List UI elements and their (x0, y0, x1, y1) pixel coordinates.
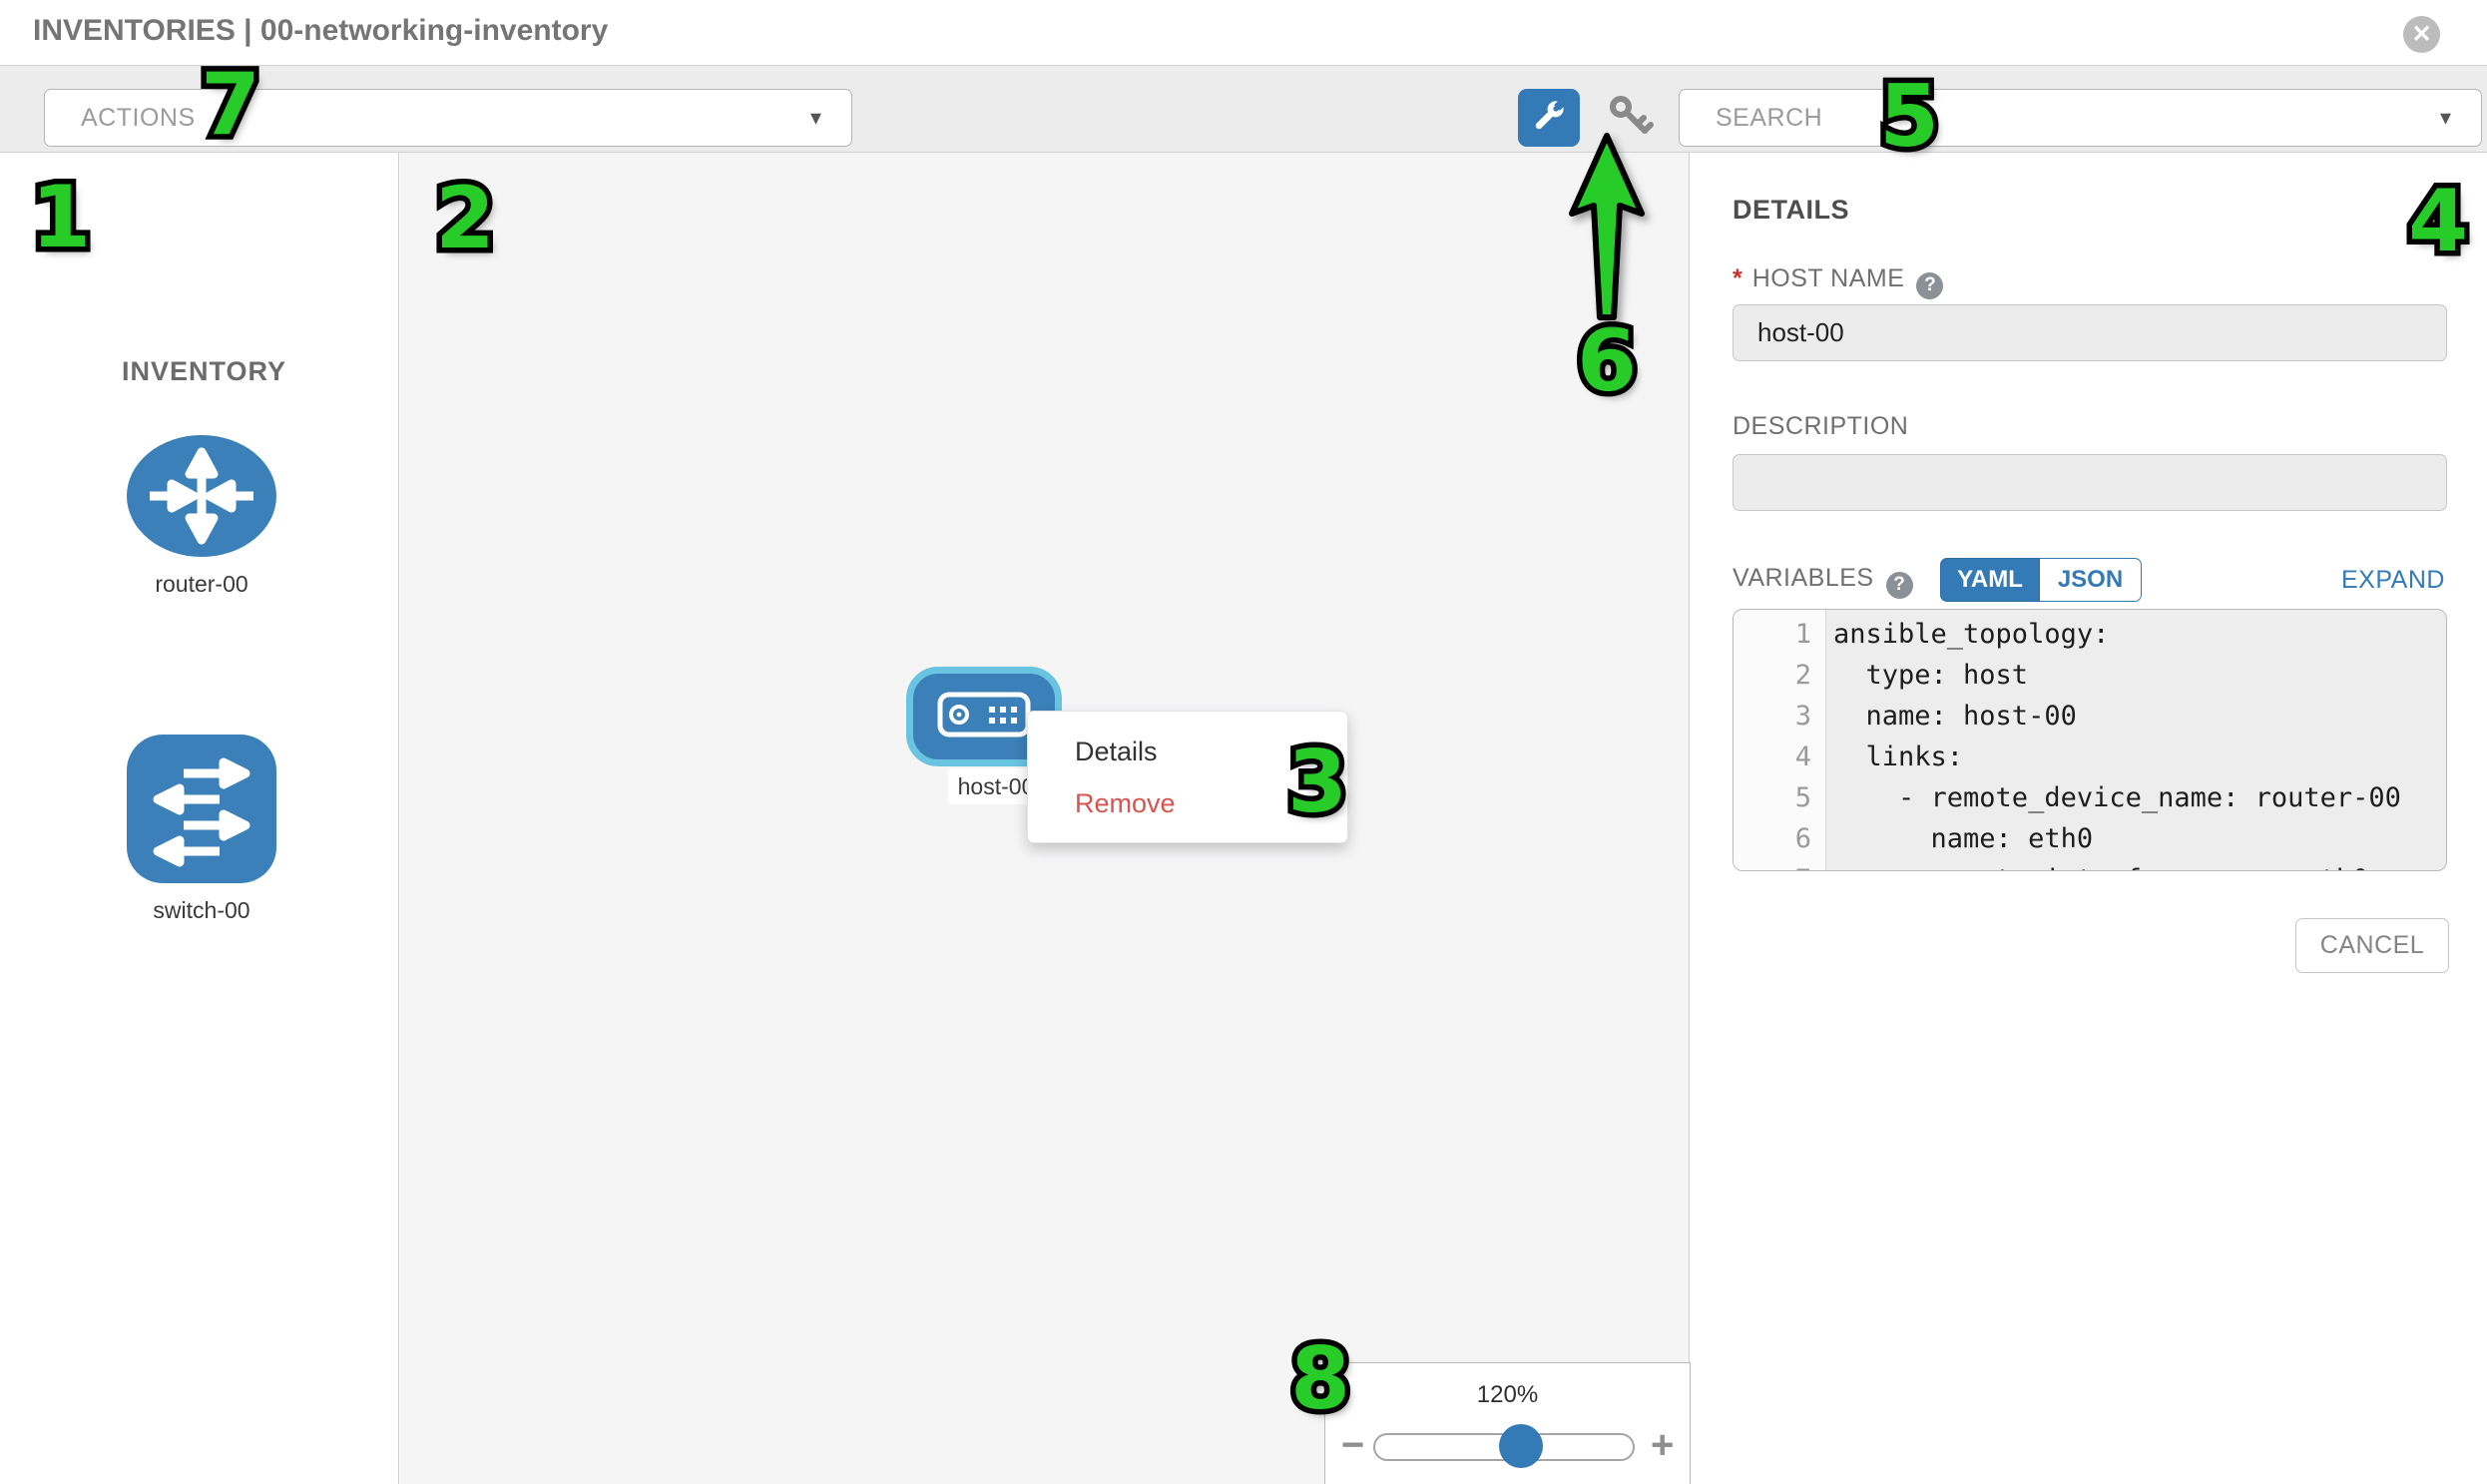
help-icon[interactable]: ? (1885, 571, 1913, 599)
code-line: 4 links: (1794, 742, 1964, 772)
palette-item-label: switch-00 (153, 897, 250, 923)
key-icon (1605, 92, 1655, 147)
key-button[interactable] (1603, 92, 1657, 146)
menu-item-details[interactable]: Details (1075, 736, 1158, 766)
tab-yaml[interactable]: YAML (1940, 558, 2040, 602)
tab-json[interactable]: JSON (2040, 558, 2142, 602)
variables-format-toggle: YAML JSON (1940, 558, 2142, 602)
inventory-sidebar: INVENTORY router-00 (0, 153, 399, 1484)
palette-item-router[interactable]: router-00 (102, 434, 301, 598)
code-line: 1 ansible_topology: (1794, 619, 2110, 650)
code-line: 2 type: host (1794, 660, 2029, 691)
actions-dropdown-label: ACTIONS (81, 103, 196, 132)
variables-field-label: VARIABLES? (1733, 564, 1913, 599)
sidebar-title: INVENTORY (122, 356, 287, 386)
host-name-field-label: * HOST NAME? (1733, 264, 1944, 299)
annotation-arrow-up (1542, 130, 1672, 334)
editor-gutter (1734, 610, 1826, 870)
zoom-control-panel: 120% − + (1324, 1362, 1691, 1484)
required-asterisk: * (1733, 264, 1742, 292)
wrench-icon (1529, 96, 1569, 141)
editor-lines: 1 ansible_topology: 2 type: host 3 name:… (1734, 614, 2446, 870)
zoom-out-icon[interactable]: − (1341, 1423, 1365, 1467)
chevron-down-icon: ▾ (2439, 105, 2451, 130)
help-icon[interactable]: ? (1916, 271, 1944, 299)
tools-button[interactable] (1518, 89, 1580, 147)
code-line: 5 - remote_device_name: router-00 (1794, 782, 2401, 813)
search-dropdown[interactable]: SEARCH ▾ (1679, 89, 2482, 147)
menu-item-remove[interactable]: Remove (1075, 787, 1176, 818)
host-name-input[interactable] (1733, 304, 2447, 361)
annotation-number-7: 7 (196, 50, 266, 161)
annotation-number-4: 4 (2403, 167, 2474, 277)
annotation-number-5: 5 (1874, 62, 1945, 173)
annotation-number-1: 1 (26, 163, 97, 273)
details-panel: DETAILS *HOST NAME? DESCRIPTION VARIABLE… (1691, 153, 2487, 1484)
details-title: DETAILS (1733, 195, 1849, 225)
annotation-number-6: 6 (1572, 306, 1643, 417)
palette-item-label: router-00 (155, 571, 249, 597)
code-line: 3 name: host-00 (1794, 701, 2077, 732)
search-dropdown-label: SEARCH (1716, 103, 1823, 132)
annotation-number-2: 2 (430, 164, 501, 274)
switch-icon (126, 735, 277, 888)
annotation-number-8: 8 (1285, 1324, 1356, 1435)
host-icon (937, 692, 1031, 742)
page-title: INVENTORIES | 00-networking-inventory (33, 14, 609, 47)
zoom-slider-handle[interactable] (1499, 1424, 1543, 1468)
cancel-button[interactable]: CANCEL (2295, 918, 2449, 973)
zoom-in-icon[interactable]: + (1651, 1423, 1675, 1467)
router-icon (126, 435, 277, 562)
actions-dropdown[interactable]: ACTIONS ▾ (44, 89, 852, 147)
annotation-number-3: 3 (1282, 728, 1353, 838)
header-bar: INVENTORIES | 00-networking-inventory ✕ (0, 0, 2487, 64)
node-context-menu: Details Remove (1027, 711, 1348, 843)
expand-link[interactable]: EXPAND (2341, 566, 2445, 594)
close-icon[interactable]: ✕ (2403, 16, 2440, 53)
variables-code-editor[interactable]: 1 ansible_topology: 2 type: host 3 name:… (1733, 609, 2447, 871)
palette-item-switch[interactable]: switch-00 (102, 734, 301, 924)
chevron-down-icon: ▾ (809, 105, 821, 130)
description-input[interactable] (1733, 454, 2447, 511)
code-line: 7 remote_interface_name: eth0 (1734, 859, 2446, 870)
zoom-level-value: 120% (1476, 1381, 1539, 1408)
description-field-label: DESCRIPTION (1733, 412, 1909, 440)
code-line: 6 name: eth0 (1794, 823, 2094, 854)
